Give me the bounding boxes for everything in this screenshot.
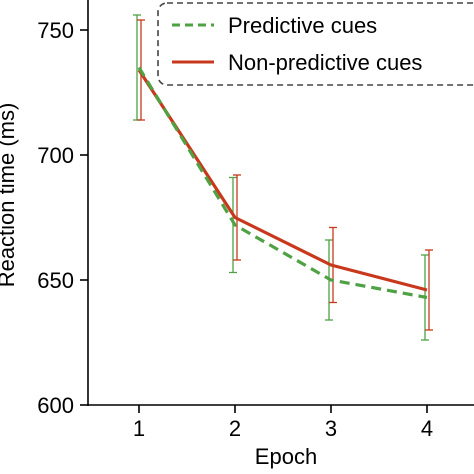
y-axis-title: Reaction time (ms) bbox=[0, 103, 19, 288]
series-line-predictive bbox=[137, 66, 428, 300]
error-bar bbox=[229, 176, 237, 274]
legend: Predictive cues Non-predictive cues bbox=[157, 2, 474, 86]
error-bar bbox=[425, 249, 433, 331]
legend-label-non-predictive: Non-predictive cues bbox=[228, 50, 422, 75]
x-tick-label: 3 bbox=[325, 416, 337, 441]
x-axis-title: Epoch bbox=[255, 444, 317, 469]
y-tick-label: 700 bbox=[37, 143, 74, 168]
series-line-non-predictive bbox=[137, 69, 428, 292]
y-tick-label: 750 bbox=[37, 18, 74, 43]
y-tick-label: 600 bbox=[37, 393, 74, 418]
y-tick-label: 650 bbox=[37, 268, 74, 293]
legend-label-predictive: Predictive cues bbox=[228, 13, 377, 38]
legend-box bbox=[157, 2, 474, 86]
x-tick-label: 4 bbox=[421, 416, 433, 441]
x-tick-label: 1 bbox=[133, 416, 145, 441]
x-tick-label: 2 bbox=[229, 416, 241, 441]
